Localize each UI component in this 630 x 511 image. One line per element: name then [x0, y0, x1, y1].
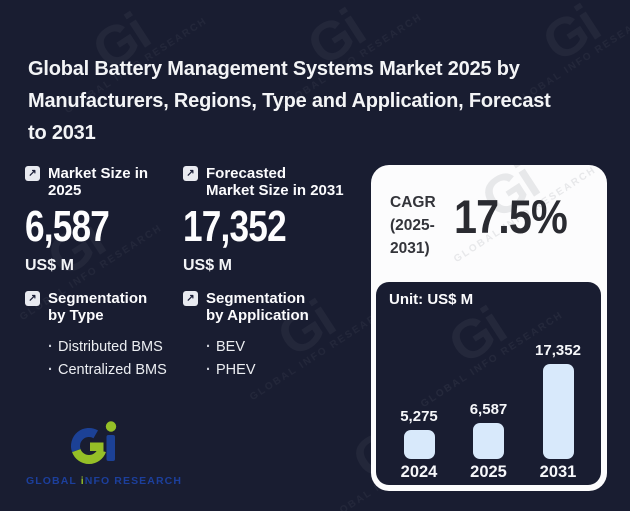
list-item: · Distributed BMS	[48, 336, 177, 359]
segmentation-by-type: ↗ Segmentation by Type · Distributed BMS…	[25, 290, 177, 382]
cagr-section: CAGR (2025-2031) 17.5%	[371, 165, 607, 282]
list-item: · PHEV	[206, 359, 361, 382]
bar-column: 6,587 2025	[456, 342, 522, 481]
bullet-icon: ·	[48, 362, 53, 378]
trend-arrow-icon: ↗	[25, 291, 40, 306]
bar	[542, 364, 574, 459]
bar-value-label: 6,587	[469, 401, 508, 418]
trend-arrow-icon: ↗	[25, 166, 40, 181]
stat-unit: US$ M	[183, 257, 232, 274]
stat-forecast-2031: ↗ Forecasted Market Size in 2031 17,352 …	[183, 165, 361, 275]
segment-label: Segmentation by Application	[206, 290, 309, 324]
stat-value: 6,587	[25, 202, 110, 251]
bar-year-label: 2024	[400, 463, 438, 481]
segment-items: · BEV · PHEV	[183, 336, 361, 382]
trend-arrow-icon: ↗	[183, 291, 198, 306]
page-title-line-2: Manufacturers, Regions, Type and Applica…	[28, 90, 551, 112]
cagr-chart-panel: Gi GLOBAL INFO RESEARCH CAGR (2025-2031)…	[371, 165, 607, 491]
bullet-icon: ·	[48, 339, 53, 355]
bullet-icon: ·	[206, 362, 211, 378]
gi-logo-icon	[71, 421, 117, 464]
cagr-value: 17.5%	[454, 190, 568, 243]
bar-chart-panel: Gi GLOBAL INFO RESEARCH Unit: US$ M 5,27…	[376, 282, 601, 485]
trend-arrow-icon: ↗	[183, 166, 198, 181]
cagr-label: CAGR (2025-2031)	[390, 194, 436, 257]
stat-unit: US$ M	[25, 257, 74, 274]
bar-column: 5,275 2024	[386, 342, 452, 481]
segment-label: Segmentation by Type	[48, 290, 148, 324]
page-title-line-1: Global Battery Management Systems Market…	[28, 58, 520, 80]
stat-label: Market Size in 2025	[48, 165, 149, 199]
segment-items: · Distributed BMS · Centralized BMS	[25, 336, 177, 382]
logo-wordmark: GLOBAL iNFO RESEARCH	[26, 475, 183, 487]
global-info-research-logo: GLOBAL iNFO RESEARCH	[26, 420, 183, 487]
list-item: · Centralized BMS	[48, 359, 177, 382]
page-title-line-3: to 2031	[28, 122, 96, 144]
bar-chart: 5,275 2024 6,587 2025 17,352 2031	[386, 342, 591, 481]
bar-column: 17,352 2031	[525, 342, 591, 481]
list-item: · BEV	[206, 336, 361, 359]
stat-market-size-2025: ↗ Market Size in 2025 6,587 US$ M	[25, 165, 177, 275]
stat-label: Forecasted Market Size in 2031	[206, 165, 344, 199]
bar	[473, 423, 504, 459]
segmentation-by-application: ↗ Segmentation by Application · BEV · PH…	[183, 290, 361, 382]
page-title: Global Battery Management Systems Market…	[28, 53, 613, 149]
stat-value: 17,352	[183, 202, 287, 251]
bar-year-label: 2031	[539, 463, 577, 481]
bar	[403, 430, 435, 459]
chart-unit-label: Unit: US$ M	[389, 291, 474, 308]
bar-value-label: 5,275	[400, 408, 438, 425]
bullet-icon: ·	[206, 339, 211, 355]
bar-year-label: 2025	[470, 463, 507, 481]
bar-value-label: 17,352	[535, 342, 581, 359]
